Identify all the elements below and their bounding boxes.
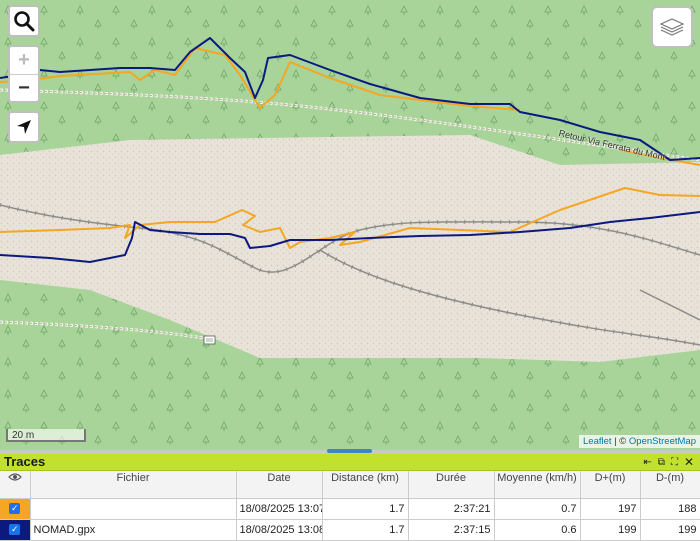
checkbox-icon[interactable]: ✓ xyxy=(9,503,21,515)
traces-panel: Traces ⇤ ⧉ ⛶ ✕ Fichier Date Distan xyxy=(0,454,700,541)
magnifier-icon xyxy=(14,11,35,32)
leaflet-link[interactable]: Leaflet xyxy=(583,436,612,447)
column-file[interactable]: Fichier xyxy=(30,471,237,499)
track-color-swatch[interactable]: ✓ xyxy=(0,498,31,520)
zoom-control: + − xyxy=(8,45,40,103)
column-dplus[interactable]: D+(m) xyxy=(580,471,641,499)
map-view[interactable]: Retour Via Ferrata du Mont + − 20 m Leaf… xyxy=(0,0,700,452)
traces-header: Traces ⇤ ⧉ ⛶ ✕ xyxy=(0,454,700,471)
column-distance[interactable]: Distance (km) xyxy=(322,471,409,499)
dplus-cell: 199 xyxy=(580,519,641,541)
attribution-separator: | © xyxy=(611,436,629,447)
distance-cell: 1.7 xyxy=(322,519,409,541)
zoom-in-button[interactable]: + xyxy=(10,47,38,75)
average-cell: 0.7 xyxy=(494,498,581,520)
file-name-cell[interactable] xyxy=(30,498,237,520)
distance-cell: 1.7 xyxy=(322,498,409,520)
column-date[interactable]: Date xyxy=(236,471,323,499)
splitter-handle[interactable] xyxy=(327,449,372,453)
locate-button[interactable] xyxy=(8,111,40,143)
dplus-cell: 197 xyxy=(580,498,641,520)
dminus-cell: 199 xyxy=(640,519,700,541)
attribution: Leaflet | © OpenStreetMap xyxy=(579,435,700,448)
duration-cell: 2:37:15 xyxy=(408,519,495,541)
file-name-cell[interactable]: NOMAD.gpx xyxy=(30,519,237,541)
table-row[interactable]: ✓ 18/08/2025 13:07 1.7 2:37:21 0.7 197 1… xyxy=(0,498,700,520)
eye-icon xyxy=(7,473,22,481)
search-button[interactable] xyxy=(8,5,40,37)
visibility-column[interactable] xyxy=(0,471,31,499)
date-cell: 18/08/2025 13:08 xyxy=(236,519,323,541)
navigation-arrow-icon xyxy=(17,120,31,134)
openstreetmap-link[interactable]: OpenStreetMap xyxy=(628,436,696,447)
table-row[interactable]: ✓ NOMAD.gpx 18/08/2025 13:08 1.7 2:37:15… xyxy=(0,519,700,541)
fullscreen-icon[interactable]: ⛶ xyxy=(670,456,678,468)
average-cell: 0.6 xyxy=(494,519,581,541)
duration-cell: 2:37:21 xyxy=(408,498,495,520)
track-color-swatch[interactable]: ✓ xyxy=(0,519,31,541)
map-tiles xyxy=(0,0,700,452)
collapse-icon[interactable]: ⇤ xyxy=(643,456,652,468)
popout-icon[interactable]: ⧉ xyxy=(657,456,665,468)
layers-icon xyxy=(659,18,685,36)
traces-table: Fichier Date Distance (km) Durée Moyenne… xyxy=(0,471,700,541)
date-cell: 18/08/2025 13:07 xyxy=(236,498,323,520)
checkbox-icon[interactable]: ✓ xyxy=(9,524,21,536)
layers-button[interactable] xyxy=(651,6,693,48)
zoom-out-button[interactable]: − xyxy=(18,77,30,99)
column-duration[interactable]: Durée xyxy=(408,471,495,499)
column-average[interactable]: Moyenne (km/h) xyxy=(494,471,581,499)
scale-bar: 20 m xyxy=(6,429,86,442)
dminus-cell: 188 xyxy=(640,498,700,520)
traces-title: Traces xyxy=(4,454,46,469)
column-dminus[interactable]: D-(m) xyxy=(640,471,700,499)
close-icon[interactable]: ✕ xyxy=(683,455,694,469)
